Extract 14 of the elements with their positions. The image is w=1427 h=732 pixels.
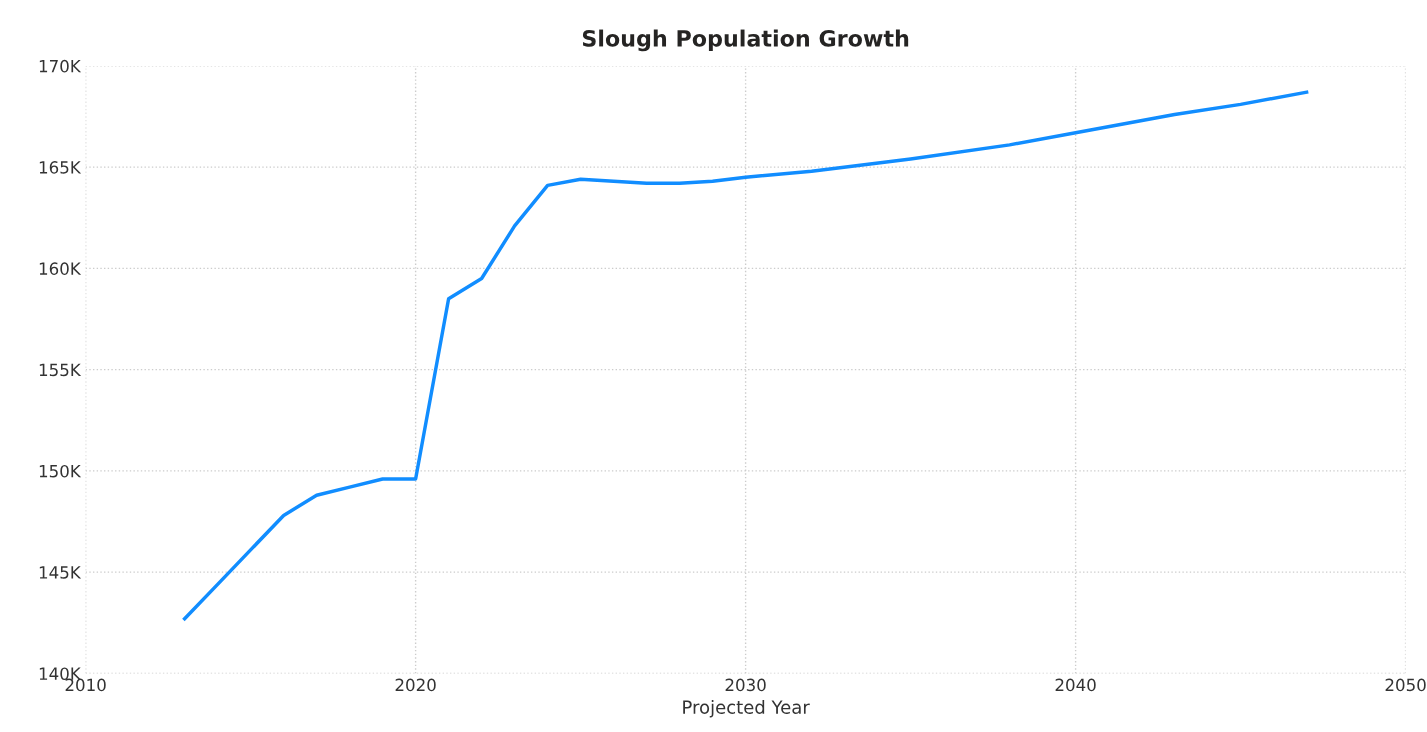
y-tick-label: 145K xyxy=(39,566,82,579)
x-tick-label: 2050 xyxy=(1385,678,1426,692)
x-tick-label: 2020 xyxy=(395,678,436,692)
chart-title: Slough Population Growth xyxy=(582,29,909,52)
line-series xyxy=(182,90,1309,621)
y-tick-label: 150K xyxy=(39,464,82,478)
y-tick-label: 170K xyxy=(39,59,82,73)
x-tick-label: 2030 xyxy=(725,678,766,692)
x-tick-label: 2040 xyxy=(1055,678,1096,692)
y-tick-label: 160K xyxy=(39,262,82,275)
x-axis-title: Projected Year xyxy=(683,699,810,718)
y-tick-label: 155K xyxy=(39,363,82,377)
y-tick-label: 165K xyxy=(39,161,82,174)
x-tick-label: 2010 xyxy=(65,678,106,692)
